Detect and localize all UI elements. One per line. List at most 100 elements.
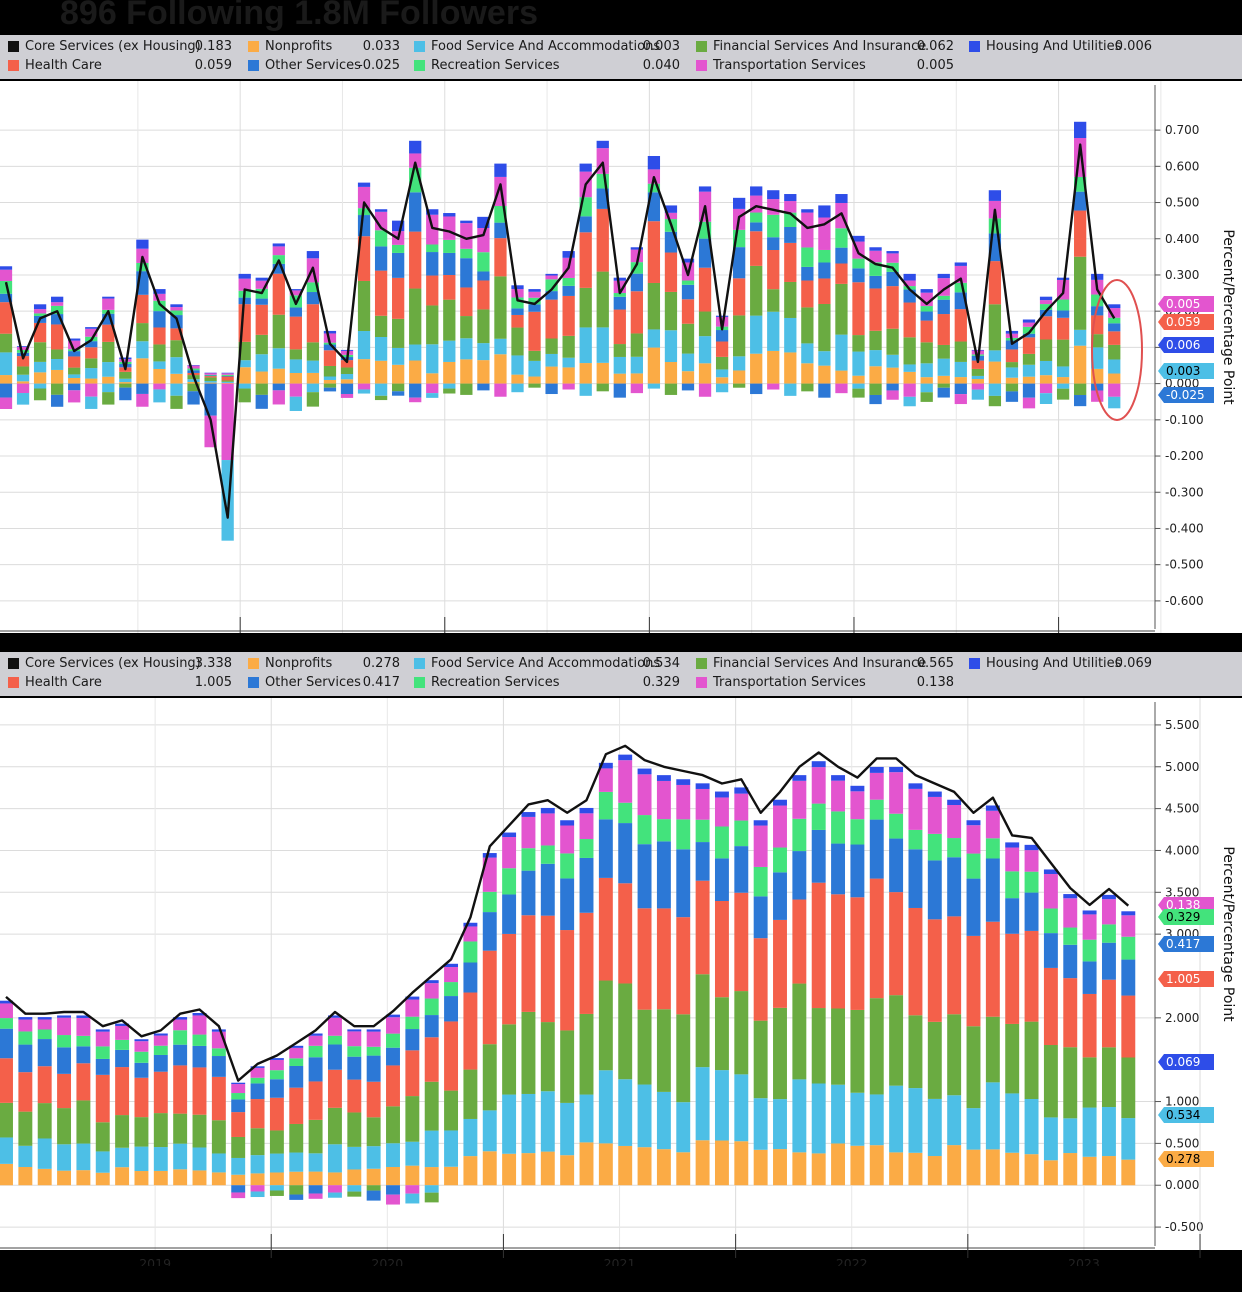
value-tag-label: 0.329 xyxy=(1166,910,1200,924)
bar-segment-financial xyxy=(886,328,899,355)
bar-segment-housing xyxy=(477,216,490,229)
bar-segment-health xyxy=(753,938,768,1021)
bar-segment-financial xyxy=(426,305,439,345)
bar-segment-financial xyxy=(289,1123,304,1153)
bar-segment-food xyxy=(306,383,320,393)
bar-segment-food xyxy=(170,357,183,374)
bar-segment-nonprofits xyxy=(494,354,507,384)
bar-segment-transport xyxy=(289,290,302,296)
bar-segment-housing xyxy=(134,1039,149,1042)
bar-segment-other xyxy=(1022,333,1036,338)
bar-segment-housing xyxy=(792,775,807,781)
bar-segment-housing xyxy=(1108,304,1121,309)
bar-segment-food xyxy=(920,383,933,393)
bar-segment-food xyxy=(681,353,695,372)
bar-segment-financial xyxy=(482,1044,497,1111)
bar-segment-health xyxy=(954,309,967,342)
bar-segment-recreation xyxy=(966,853,981,879)
legend-label: Other Services xyxy=(265,58,361,73)
bar-segment-health xyxy=(869,878,884,999)
bar-segment-health xyxy=(831,894,846,1009)
bar-segment-food xyxy=(424,1185,439,1193)
bar-segment-food xyxy=(511,355,524,375)
bar-segment-nonprofits xyxy=(134,1171,149,1186)
bar-segment-nonprofits xyxy=(937,375,950,384)
legend-value: 0.006 xyxy=(1114,39,1152,54)
bar-segment-transport xyxy=(0,269,13,281)
bar-segment-health xyxy=(908,907,923,1016)
bar-segment-nonprofits xyxy=(211,1172,226,1186)
bar-segment-other xyxy=(954,383,967,395)
bar-segment-other xyxy=(153,311,166,328)
bar-segment-transport xyxy=(1043,874,1058,909)
bar-segment-recreation xyxy=(792,818,807,852)
bar-segment-nonprofits xyxy=(204,382,217,384)
legend-item-other: Other Services -0.025 xyxy=(248,56,400,75)
bar-segment-nonprofits xyxy=(903,371,916,384)
bar-segment-housing xyxy=(289,1045,304,1048)
bar-segment-nonprofits xyxy=(753,1149,768,1186)
bar-segment-transport xyxy=(221,373,234,375)
bar-segment-financial xyxy=(119,383,132,388)
bar-segment-food xyxy=(444,1130,459,1167)
bar-segment-other xyxy=(801,266,814,281)
bar-segment-recreation xyxy=(753,866,768,897)
bar-segment-nonprofits xyxy=(463,1156,478,1186)
bar-segment-housing xyxy=(357,182,371,187)
bar-segment-financial xyxy=(869,998,884,1095)
bar-segment-other xyxy=(0,1028,13,1059)
bar-segment-housing xyxy=(521,812,536,817)
bar-segment-recreation xyxy=(560,853,575,879)
bar-segment-financial xyxy=(102,392,115,405)
bar-segment-health xyxy=(579,912,594,1014)
bar-segment-financial xyxy=(231,1136,246,1158)
bar-segment-food xyxy=(954,361,967,378)
bar-segment-food xyxy=(988,350,1002,362)
bar-segment-housing xyxy=(886,251,899,254)
legend-swatch xyxy=(8,677,19,688)
bar-segment-recreation xyxy=(1043,908,1058,934)
legend-label: Recreation Services xyxy=(431,58,560,73)
legend-label: Food Service And Accommodations xyxy=(431,39,661,54)
bar-segment-other xyxy=(409,383,422,398)
bar-segment-health xyxy=(444,1021,459,1091)
bar-segment-transport xyxy=(767,199,780,215)
bar-segment-other xyxy=(18,1044,33,1073)
bar-segment-other xyxy=(985,858,1000,922)
bar-segment-food xyxy=(773,1099,787,1150)
bar-segment-transport xyxy=(784,201,797,213)
bar-segment-nonprofits xyxy=(170,373,183,384)
bar-segment-health xyxy=(255,304,268,335)
bar-segment-recreation xyxy=(57,1035,72,1048)
bar-segment-other xyxy=(192,1045,207,1068)
value-tag-label: 0.069 xyxy=(1166,1055,1200,1069)
bar-segment-other xyxy=(102,313,115,325)
bar-segment-housing xyxy=(426,209,439,215)
bar-segment-housing xyxy=(835,194,848,204)
legend-swatch xyxy=(248,658,259,669)
bar-segment-transport xyxy=(424,983,439,999)
bar-segment-recreation xyxy=(173,1030,188,1045)
bar-segment-financial xyxy=(715,356,729,370)
y-tick-label: 1.000 xyxy=(1165,1095,1199,1109)
bar-segment-food xyxy=(477,343,490,361)
bar-segment-financial xyxy=(477,309,490,344)
bar-segment-other xyxy=(386,1185,400,1195)
bar-segment-food xyxy=(85,396,98,409)
bar-segment-nonprofits xyxy=(698,363,712,384)
bar-segment-recreation xyxy=(831,811,846,844)
bar-segment-transport xyxy=(173,1019,188,1031)
bar-segment-financial xyxy=(57,1108,72,1145)
bar-segment-housing xyxy=(966,820,981,826)
bar-segment-health xyxy=(1121,995,1136,1058)
bar-segment-recreation xyxy=(908,829,923,850)
bar-segment-housing xyxy=(272,243,285,247)
legend-label: Nonprofits xyxy=(265,39,333,54)
bar-segment-food xyxy=(238,360,251,368)
bar-segment-financial xyxy=(494,276,507,339)
bar-segment-other xyxy=(1024,892,1039,931)
bar-segment-nonprofits xyxy=(579,1142,594,1186)
value-tag-label: 0.005 xyxy=(1166,297,1200,311)
bar-segment-food xyxy=(95,1151,110,1173)
y-tick-label: 0.500 xyxy=(1165,196,1199,210)
